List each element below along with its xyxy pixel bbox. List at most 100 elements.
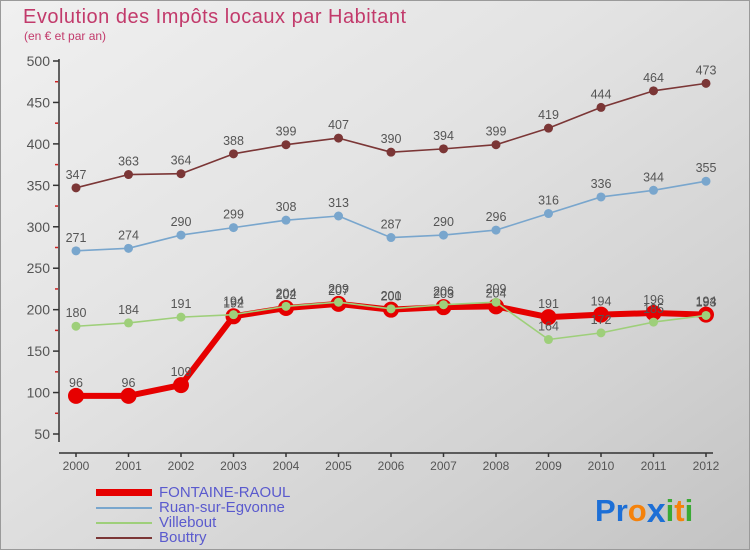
value-label-FONTAINE-RAOUL: 96 (69, 376, 83, 390)
y-tick-label: 250 (27, 260, 51, 276)
data-point-Villebout (281, 301, 291, 311)
y-tick-label: 300 (27, 219, 51, 235)
data-point-Ruan-sur-Egvonne (491, 225, 501, 235)
value-label-Ruan-sur-Egvonne: 316 (538, 194, 559, 208)
data-point-Bouttry (544, 123, 553, 133)
value-label-Bouttry: 347 (66, 168, 87, 182)
value-label-Ruan-sur-Egvonne: 299 (223, 208, 244, 222)
value-label-FONTAINE-RAOUL: 207 (328, 284, 349, 298)
data-point-Ruan-sur-Egvonne (124, 243, 133, 253)
value-label-Villebout: 206 (433, 285, 454, 299)
legend-item: Bouttry (96, 530, 290, 545)
data-point-Bouttry (71, 183, 81, 193)
data-point-Bouttry (176, 169, 186, 179)
x-tick-label: 2012 (693, 459, 720, 473)
data-point-Ruan-sur-Egvonne (229, 223, 238, 233)
x-tick-label: 2011 (641, 459, 667, 473)
logo-letter: r (615, 493, 628, 528)
data-point-Villebout (649, 317, 658, 327)
data-point-Ruan-sur-Egvonne (596, 192, 606, 202)
value-label-Bouttry: 464 (643, 71, 664, 85)
y-tick-label: 200 (27, 302, 51, 318)
data-point-Bouttry (124, 170, 133, 180)
data-point-FONTAINE-RAOUL (645, 304, 662, 321)
data-point-Bouttry (386, 147, 396, 157)
value-label-FONTAINE-RAOUL: 194 (696, 295, 717, 309)
value-label-Bouttry: 388 (223, 134, 244, 148)
value-label-Villebout: 209 (328, 282, 349, 296)
y-tick-label: 400 (27, 136, 51, 152)
data-point-Ruan-sur-Egvonne (544, 209, 553, 219)
legend-swatch (96, 536, 152, 539)
value-label-Bouttry: 399 (486, 125, 507, 139)
x-tick-label: 2001 (115, 459, 142, 473)
data-point-Bouttry (281, 140, 291, 150)
value-label-Villebout: 209 (486, 282, 507, 296)
data-point-Bouttry (334, 133, 343, 143)
chart-legend: FONTAINE-RAOUL Ruan-sur-Egvonne Villebou… (96, 485, 290, 545)
logo-letter: o (627, 493, 647, 528)
proxiti-logo: Proxiti (595, 491, 693, 530)
data-point-Ruan-sur-Egvonne (281, 215, 291, 225)
legend-item: FONTAINE-RAOUL (96, 485, 290, 500)
value-label-Ruan-sur-Egvonne: 308 (276, 200, 297, 214)
logo-letter: t (674, 493, 685, 528)
data-point-Villebout (386, 304, 396, 314)
data-point-Ruan-sur-Egvonne (386, 233, 396, 243)
y-tick-label: 150 (27, 343, 51, 359)
value-label-Villebout: 193 (696, 295, 717, 309)
y-tick-label: 500 (27, 53, 51, 69)
x-tick-label: 2006 (378, 459, 405, 473)
data-point-Villebout (596, 328, 606, 338)
data-point-FONTAINE-RAOUL (593, 306, 609, 323)
data-point-Bouttry (491, 140, 501, 150)
value-label-Villebout: 164 (538, 320, 559, 334)
data-point-Villebout (334, 297, 343, 307)
logo-letter: i (684, 493, 694, 528)
data-point-Villebout (176, 312, 186, 322)
value-label-Villebout: 185 (643, 302, 664, 316)
value-label-Bouttry: 394 (433, 129, 454, 143)
data-point-Bouttry (596, 102, 606, 112)
data-point-Ruan-sur-Egvonne (71, 246, 81, 256)
legend-label: Villebout (159, 514, 217, 531)
value-label-Ruan-sur-Egvonne: 336 (591, 177, 612, 191)
legend-label: Bouttry (159, 529, 207, 546)
value-label-FONTAINE-RAOUL: 192 (223, 296, 244, 310)
legend-item: Ruan-sur-Egvonne (96, 500, 290, 515)
value-label-FONTAINE-RAOUL: 191 (538, 297, 559, 311)
data-point-Bouttry (649, 86, 658, 96)
value-label-Villebout: 180 (66, 306, 87, 320)
data-point-Ruan-sur-Egvonne (334, 211, 343, 221)
x-tick-label: 2008 (483, 459, 510, 473)
value-label-Ruan-sur-Egvonne: 290 (433, 215, 454, 229)
x-tick-label: 2002 (168, 459, 195, 473)
value-label-Villebout: 204 (276, 286, 297, 300)
legend-label: Ruan-sur-Egvonne (159, 499, 285, 516)
value-label-Ruan-sur-Egvonne: 271 (66, 231, 87, 245)
data-point-Ruan-sur-Egvonne (649, 185, 658, 195)
value-label-Villebout: 191 (171, 297, 192, 311)
data-point-Villebout (439, 300, 448, 310)
legend-swatch (96, 506, 152, 509)
value-label-Villebout: 194 (223, 295, 244, 309)
value-label-Villebout: 201 (381, 289, 402, 303)
value-label-FONTAINE-RAOUL: 96 (122, 376, 136, 390)
value-label-Bouttry: 363 (118, 155, 139, 169)
data-point-Villebout (701, 310, 711, 320)
y-tick-label: 350 (27, 177, 51, 193)
value-label-FONTAINE-RAOUL: 194 (591, 295, 612, 309)
value-label-Villebout: 184 (118, 303, 139, 317)
data-point-FONTAINE-RAOUL (68, 387, 84, 404)
value-label-Bouttry: 419 (538, 108, 559, 122)
logo-letter: P (595, 493, 616, 528)
value-label-Bouttry: 444 (591, 87, 612, 101)
x-tick-label: 2010 (588, 459, 615, 473)
value-label-Villebout: 172 (591, 313, 612, 327)
data-point-Villebout (229, 310, 238, 320)
value-label-FONTAINE-RAOUL: 203 (433, 287, 454, 301)
y-tick-label: 450 (27, 94, 51, 110)
data-point-Bouttry (229, 149, 238, 159)
data-point-FONTAINE-RAOUL (540, 309, 557, 326)
